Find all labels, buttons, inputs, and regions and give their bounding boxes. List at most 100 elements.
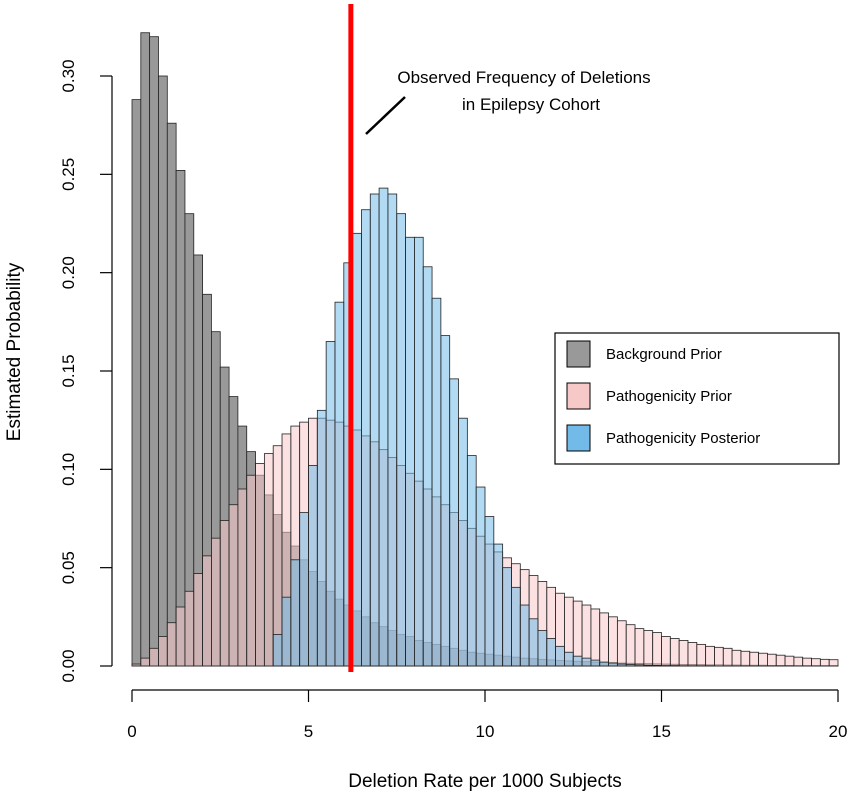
bar-pathogenicity-prior-60 [661, 636, 671, 667]
legend-swatch-background-prior [566, 340, 591, 368]
bar-pathogenicity-prior-51 [581, 604, 592, 667]
bar-pathogenicity-prior-78 [819, 658, 830, 667]
annotation: Observed Frequency of Deletions in Epile… [365, 68, 651, 135]
y-tick-label-6: 0.30 [59, 59, 78, 92]
bar-pathogenicity-posterior-32 [413, 236, 424, 667]
bar-pathogenicity-posterior-44 [519, 604, 530, 667]
x-tick-label-1: 5 [304, 722, 313, 741]
bar-pathogenicity-prior-55 [616, 620, 627, 667]
bar-pathogenicity-posterior-23 [334, 301, 345, 667]
bar-pathogenicity-posterior-21 [316, 409, 327, 667]
bar-pathogenicity-posterior-51 [581, 657, 592, 667]
bar-pathogenicity-prior-0 [131, 663, 142, 667]
series-pathogenicity-posterior [272, 187, 715, 667]
bar-pathogenicity-posterior-26 [361, 209, 371, 667]
bar-pathogenicity-prior-2 [149, 647, 159, 667]
bar-pathogenicity-prior-7 [193, 573, 204, 667]
bar-pathogenicity-posterior-19 [299, 512, 309, 667]
bar-pathogenicity-posterior-45 [528, 618, 539, 667]
bar-pathogenicity-prior-68 [731, 649, 742, 667]
bar-pathogenicity-prior-64 [696, 643, 707, 667]
bar-pathogenicity-posterior-43 [511, 586, 521, 667]
annotation-line-2: in Epilepsy Cohort [462, 95, 600, 114]
bar-pathogenicity-prior-70 [749, 651, 759, 667]
bar-pathogenicity-prior-16 [272, 445, 283, 667]
bar-pathogenicity-prior-66 [714, 646, 724, 667]
bar-pathogenicity-posterior-28 [378, 187, 389, 667]
legend-label-background-prior: Background Prior [606, 346, 722, 363]
bar-pathogenicity-prior-11 [228, 504, 239, 667]
bar-pathogenicity-prior-12 [237, 488, 248, 667]
bar-pathogenicity-prior-14 [255, 463, 265, 667]
bar-pathogenicity-prior-8 [202, 555, 212, 667]
legend-label-pathogenicity-posterior: Pathogenicity Posterior [606, 430, 760, 447]
bar-pathogenicity-prior-65 [705, 645, 715, 667]
y-axis: 0.00 0.05 0.10 0.15 0.20 0.25 0.30 [59, 59, 113, 683]
bar-pathogenicity-posterior-41 [493, 543, 504, 667]
bar-pathogenicity-prior-54 [608, 616, 618, 667]
bar-pathogenicity-prior-74 [784, 655, 795, 667]
bar-pathogenicity-prior-6 [184, 590, 195, 667]
bar-pathogenicity-posterior-48 [555, 645, 565, 667]
x-tick-label-4: 20 [829, 722, 848, 741]
x-tick-label-2: 10 [476, 722, 495, 741]
bar-pathogenicity-posterior-36 [449, 378, 459, 667]
bar-pathogenicity-prior-73 [775, 654, 786, 667]
annotation-pointer [365, 96, 406, 135]
bar-pathogenicity-prior-15 [263, 453, 274, 667]
bar-pathogenicity-posterior-33 [422, 266, 433, 667]
bar-pathogenicity-prior-3 [158, 636, 168, 667]
bar-pathogenicity-posterior-50 [572, 655, 583, 667]
bar-background-prior-5 [175, 169, 186, 667]
bar-pathogenicity-posterior-42 [502, 567, 512, 667]
bar-pathogenicity-posterior-16 [272, 634, 283, 667]
bar-pathogenicity-prior-10 [219, 520, 230, 667]
bar-pathogenicity-prior-75 [793, 656, 804, 667]
legend-swatch-pathogenicity-posterior [566, 424, 591, 452]
bar-pathogenicity-prior-53 [599, 612, 609, 667]
bar-pathogenicity-posterior-31 [405, 236, 415, 667]
bar-pathogenicity-posterior-20 [308, 464, 318, 667]
legend-label-pathogenicity-prior: Pathogenicity Prior [606, 388, 732, 405]
bar-background-prior-0 [131, 99, 142, 667]
bar-pathogenicity-prior-9 [211, 537, 221, 667]
bar-pathogenicity-posterior-57 [634, 664, 645, 667]
bar-background-prior-3 [158, 75, 168, 667]
bar-background-prior-2 [149, 36, 159, 667]
legend-box [554, 332, 840, 465]
bar-pathogenicity-prior-63 [687, 642, 698, 667]
bar-pathogenicity-prior-71 [758, 652, 768, 667]
bar-pathogenicity-posterior-29 [387, 193, 398, 667]
y-tick-label-0: 0.00 [59, 649, 78, 682]
y-tick-label-5: 0.25 [59, 158, 78, 191]
bar-pathogenicity-prior-79 [828, 659, 839, 667]
bar-pathogenicity-prior-67 [722, 647, 733, 667]
y-tick-label-4: 0.20 [59, 256, 78, 289]
x-axis: 0 5 10 15 20 [127, 689, 848, 741]
y-axis-title: Estimated Probability [4, 262, 25, 441]
bar-pathogenicity-posterior-39 [475, 486, 486, 667]
bar-pathogenicity-posterior-54 [608, 662, 618, 667]
x-tick-label-0: 0 [127, 722, 136, 741]
bar-pathogenicity-prior-69 [740, 650, 751, 667]
y-tick-label-2: 0.10 [59, 453, 78, 486]
bar-pathogenicity-prior-77 [811, 658, 821, 667]
bar-background-prior-1 [140, 32, 151, 667]
bar-pathogenicity-prior-4 [166, 622, 177, 667]
bar-pathogenicity-prior-61 [669, 638, 680, 667]
bar-pathogenicity-posterior-59 [652, 665, 662, 667]
bar-pathogenicity-posterior-22 [325, 341, 336, 667]
bar-pathogenicity-prior-52 [590, 608, 601, 667]
bar-pathogenicity-prior-5 [175, 606, 186, 667]
x-axis-title: Deletion Rate per 1000 Subjects [348, 771, 622, 792]
bar-pathogenicity-posterior-58 [643, 664, 654, 667]
bar-pathogenicity-posterior-17 [281, 596, 292, 667]
bar-pathogenicity-posterior-55 [616, 663, 627, 667]
bar-pathogenicity-prior-57 [634, 628, 645, 667]
bar-pathogenicity-prior-58 [643, 630, 654, 667]
bar-background-prior-4 [166, 122, 177, 667]
bar-pathogenicity-prior-72 [767, 653, 777, 667]
bar-pathogenicity-prior-59 [652, 632, 662, 667]
bar-pathogenicity-posterior-38 [466, 455, 477, 667]
